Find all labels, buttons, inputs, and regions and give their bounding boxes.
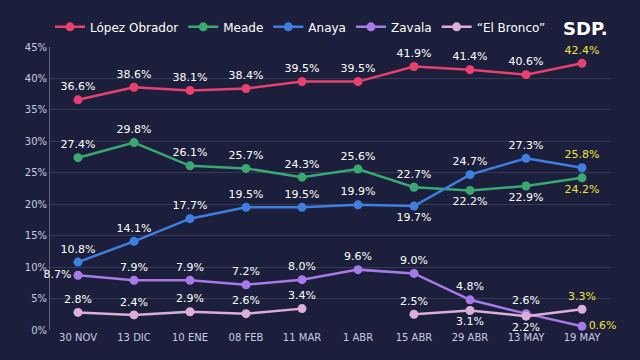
svg-text:14.1%: 14.1% [117,222,152,235]
svg-text:2.4%: 2.4% [120,296,148,309]
svg-text:39.5%: 39.5% [341,62,376,75]
svg-text:2.9%: 2.9% [176,292,204,305]
svg-text:9.6%: 9.6% [344,250,372,263]
svg-text:2.5%: 2.5% [400,295,428,308]
svg-text:7.2%: 7.2% [232,265,260,278]
svg-text:25.8%: 25.8% [565,148,600,161]
svg-text:López Obrador: López Obrador [90,21,178,35]
svg-text:4.8%: 4.8% [456,280,484,293]
svg-text:2.6%: 2.6% [232,294,260,307]
svg-text:2.6%: 2.6% [512,294,540,307]
svg-text:27.4%: 27.4% [61,138,96,151]
svg-text:38.6%: 38.6% [117,68,152,81]
svg-text:35%: 35% [25,104,47,115]
svg-text:3.1%: 3.1% [456,315,484,328]
svg-text:19.9%: 19.9% [341,185,376,198]
svg-text:29.8%: 29.8% [117,123,152,136]
svg-text:24.3%: 24.3% [285,158,320,171]
svg-text:24.2%: 24.2% [565,183,600,196]
svg-text:29 ABR: 29 ABR [452,332,489,343]
svg-text:7.9%: 7.9% [120,261,148,274]
svg-text:30%: 30% [25,136,47,147]
svg-text:08 FEB: 08 FEB [229,332,264,343]
svg-text:0.6%: 0.6% [589,319,617,332]
svg-text:“El Bronco”: “El Bronco” [477,21,546,35]
svg-text:15 ABR: 15 ABR [396,332,433,343]
svg-text:SDP.: SDP. [563,18,608,39]
svg-text:5%: 5% [31,293,47,304]
svg-text:22.9%: 22.9% [509,191,544,204]
svg-text:8.0%: 8.0% [288,260,316,273]
svg-text:19 MAY: 19 MAY [564,332,602,343]
svg-text:25%: 25% [25,167,47,178]
svg-text:38.1%: 38.1% [173,71,208,84]
svg-text:24.7%: 24.7% [453,155,488,168]
svg-text:10 ENE: 10 ENE [172,332,208,343]
svg-text:17.7%: 17.7% [173,199,208,212]
svg-text:42.4%: 42.4% [565,44,600,57]
svg-text:3.4%: 3.4% [288,289,316,302]
svg-text:2.8%: 2.8% [64,293,92,306]
svg-text:27.3%: 27.3% [509,139,544,152]
svg-text:30 NOV: 30 NOV [59,332,97,343]
svg-text:11 MAR: 11 MAR [283,332,321,343]
svg-text:0%: 0% [31,325,47,336]
svg-text:10%: 10% [25,262,47,273]
svg-text:41.9%: 41.9% [397,47,432,60]
svg-text:Zavala: Zavala [391,21,432,35]
svg-text:41.4%: 41.4% [453,50,488,63]
svg-text:40.6%: 40.6% [509,55,544,68]
svg-text:Anaya: Anaya [308,21,346,35]
svg-text:19.5%: 19.5% [229,188,264,201]
svg-text:7.9%: 7.9% [176,261,204,274]
svg-text:9.0%: 9.0% [400,254,428,267]
svg-text:19.7%: 19.7% [397,211,432,224]
svg-text:8.7%: 8.7% [43,268,71,281]
svg-text:26.1%: 26.1% [173,146,208,159]
svg-text:2.2%: 2.2% [512,321,540,334]
svg-text:15%: 15% [25,230,47,241]
svg-text:13 DIC: 13 DIC [117,332,151,343]
svg-text:20%: 20% [25,199,47,210]
svg-text:Meade: Meade [223,21,263,35]
svg-text:25.6%: 25.6% [341,150,376,163]
svg-text:22.7%: 22.7% [397,168,432,181]
svg-text:36.6%: 36.6% [61,80,96,93]
svg-text:22.2%: 22.2% [453,195,488,208]
svg-text:19.5%: 19.5% [285,188,320,201]
svg-text:10.8%: 10.8% [61,243,96,256]
svg-text:40%: 40% [25,73,47,84]
svg-text:13 MAY: 13 MAY [508,332,546,343]
svg-text:25.7%: 25.7% [229,149,264,162]
svg-text:1 ABR: 1 ABR [343,332,373,343]
svg-text:39.5%: 39.5% [285,62,320,75]
svg-text:38.4%: 38.4% [229,69,264,82]
svg-text:45%: 45% [25,42,47,53]
svg-text:3.3%: 3.3% [568,290,596,303]
